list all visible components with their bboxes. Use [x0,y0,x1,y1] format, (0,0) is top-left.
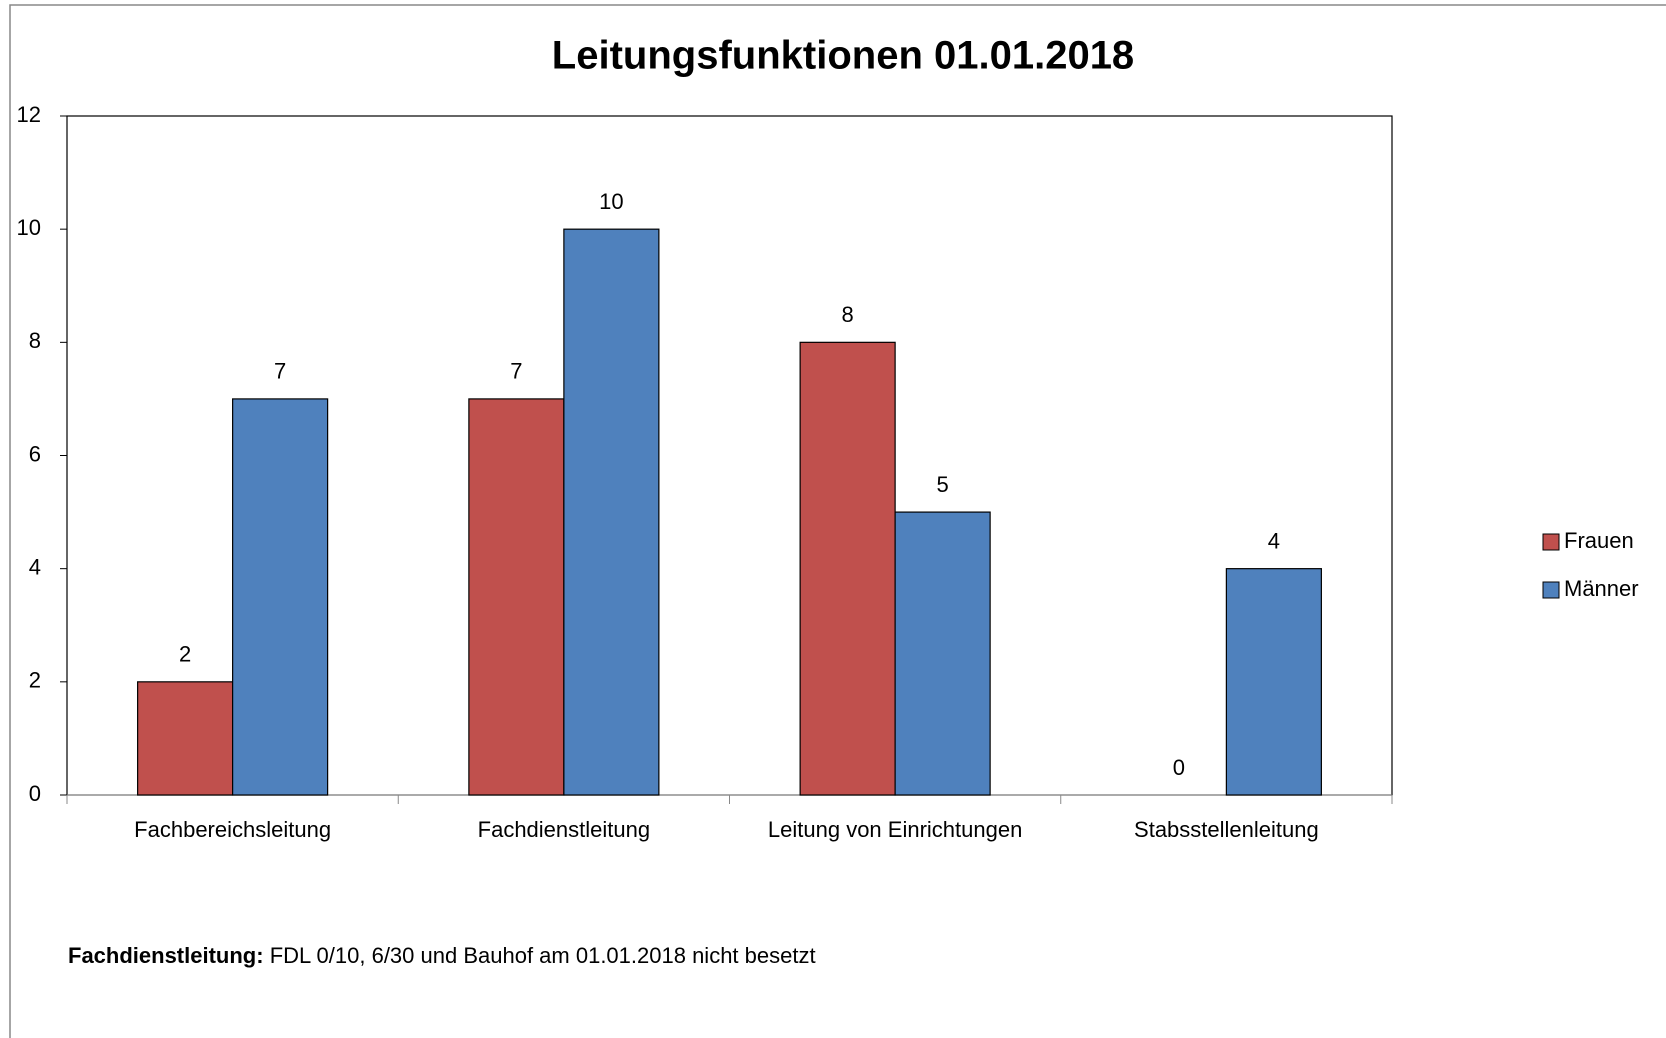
data-label: 7 [274,359,286,384]
bar [137,681,234,796]
y-tick-label: 2 [29,668,41,693]
data-label: 2 [179,642,191,667]
bar [799,341,896,796]
data-label: 10 [599,189,623,214]
chart-frame [9,4,1666,1038]
x-tick-label: Fachdienstleitung [478,817,650,842]
x-tick-label: Stabsstellenleitung [1134,817,1319,842]
data-label: 0 [1173,755,1185,780]
note-label: Fachdienstleitung: [68,943,264,968]
legend-label: Männer [1564,576,1639,601]
y-tick-label: 10 [17,215,41,240]
data-label: 4 [1268,528,1280,553]
y-tick-label: 0 [29,781,41,806]
y-tick-label: 8 [29,328,41,353]
data-label: 5 [937,472,949,497]
x-tick-label: Fachbereichsleitung [134,817,331,842]
bar [468,398,565,796]
y-tick-label: 12 [17,102,41,127]
bar [1225,568,1322,796]
note: Fachdienstleitung: FDL 0/10, 6/30 und Ba… [68,943,816,968]
data-label: 7 [510,359,522,384]
data-label: 8 [842,302,854,327]
legend-label: Frauen [1564,528,1634,553]
bar [894,511,991,796]
legend-swatch [1542,581,1560,599]
legend-swatch [1542,533,1560,551]
x-tick-label: Leitung von Einrichtungen [768,817,1022,842]
bar [563,228,660,796]
note-text: FDL 0/10, 6/30 und Bauhof am 01.01.2018 … [270,943,816,968]
chart-title: Leitungsfunktionen 01.01.2018 [552,34,1134,78]
y-tick-label: 4 [29,554,41,579]
bar [232,398,329,796]
y-tick-label: 6 [29,441,41,466]
